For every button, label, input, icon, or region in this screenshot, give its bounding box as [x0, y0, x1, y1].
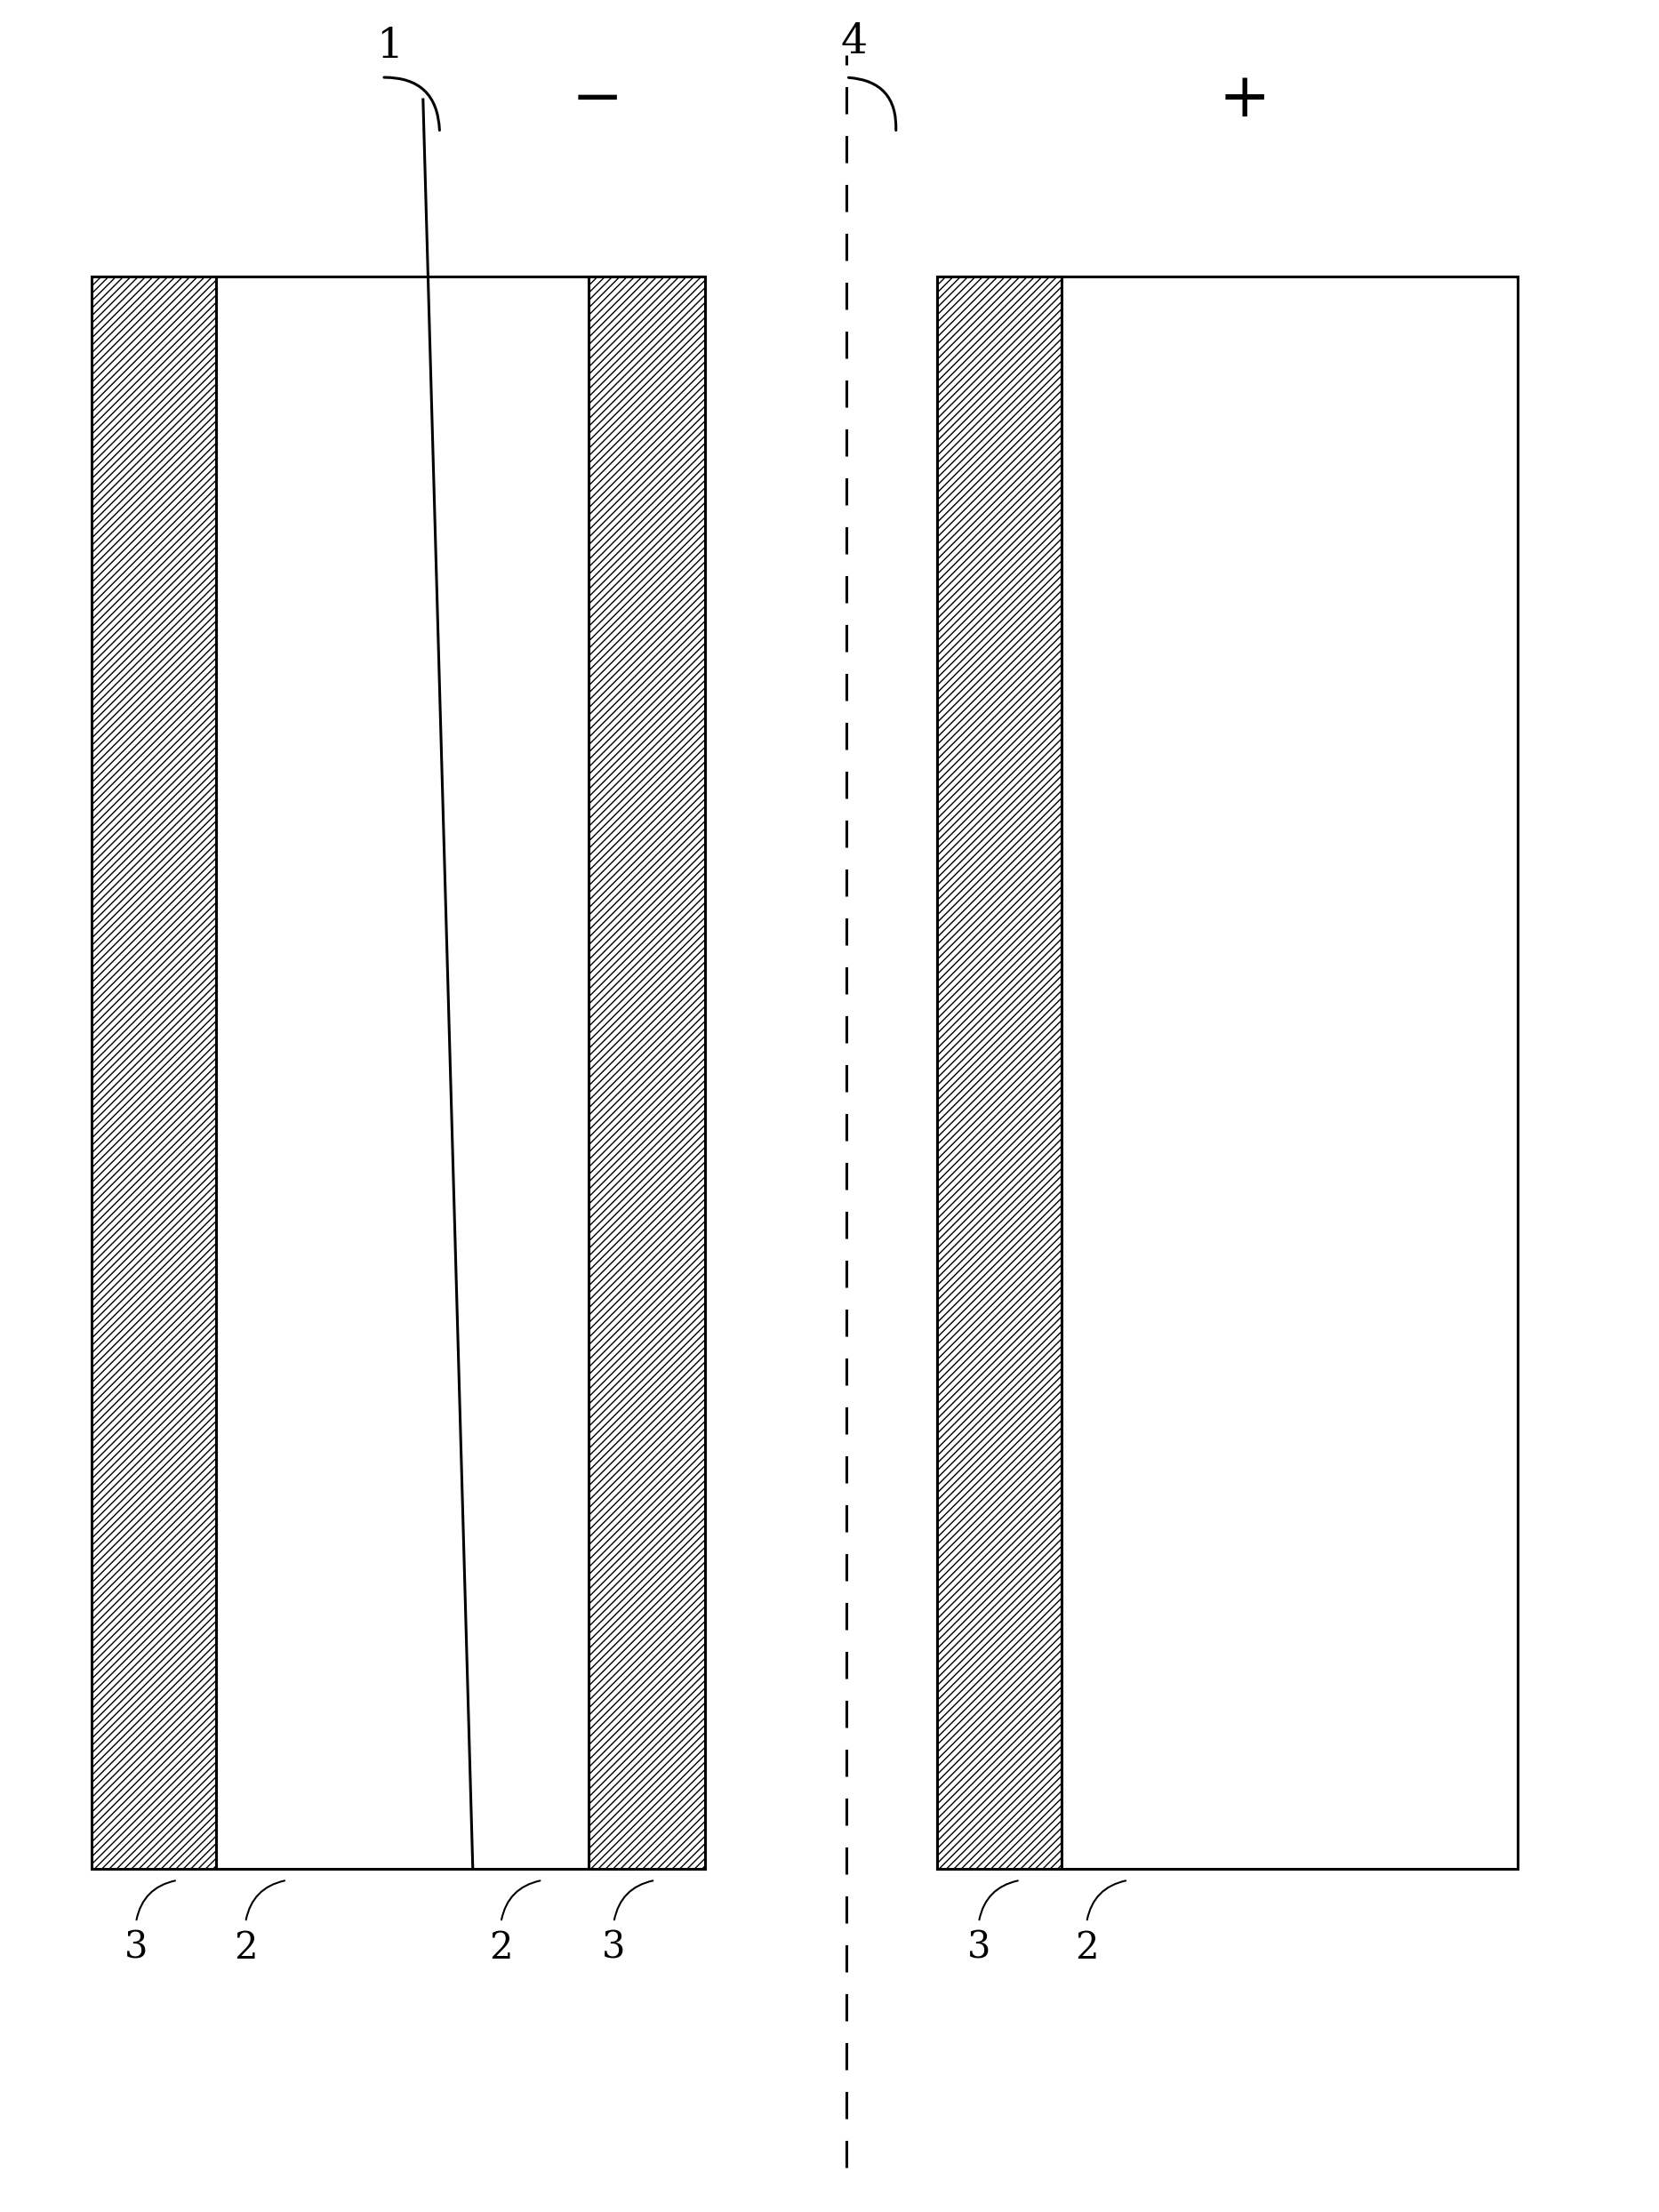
Text: 2: 2 — [1075, 1929, 1098, 1966]
Text: 3: 3 — [967, 1929, 990, 1966]
Bar — [589, 276, 705, 1869]
Text: 2: 2 — [234, 1929, 257, 1966]
Bar — [937, 276, 1062, 1869]
Bar — [91, 276, 216, 1869]
Bar — [216, 276, 705, 1869]
Text: 3: 3 — [124, 1929, 148, 1966]
Text: 2: 2 — [489, 1929, 513, 1966]
Text: 1: 1 — [377, 27, 403, 66]
Text: −: − — [571, 71, 624, 128]
Text: +: + — [1218, 71, 1271, 128]
Bar — [937, 276, 1518, 1869]
Text: 4: 4 — [841, 22, 868, 62]
Text: 3: 3 — [602, 1929, 625, 1966]
